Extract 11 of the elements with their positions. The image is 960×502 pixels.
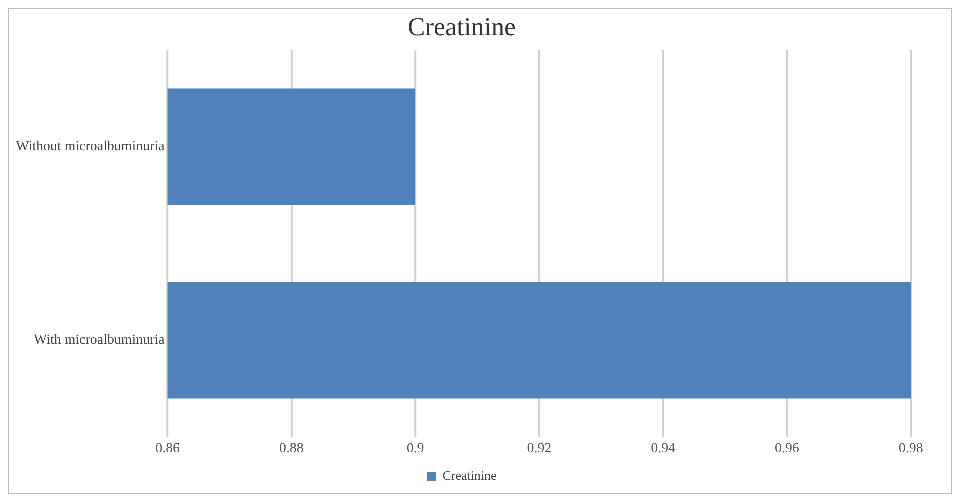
x-tick-label: 0.88	[279, 441, 304, 456]
x-tick-label: 0.94	[651, 441, 676, 456]
x-tick-label: 0.9	[406, 441, 424, 456]
x-tick-label: 0.86	[156, 441, 180, 456]
legend-label: Creatinine	[442, 468, 497, 483]
x-tick-label: 0.96	[774, 441, 800, 456]
x-tick-label: 0.92	[527, 441, 552, 456]
y-tick-label: Without microalbuminuria	[16, 140, 165, 155]
chart-title: Creatinine	[408, 12, 516, 42]
y-tick-label: With microalbuminuria	[34, 333, 165, 348]
x-tick-label: 0.98	[898, 441, 924, 456]
